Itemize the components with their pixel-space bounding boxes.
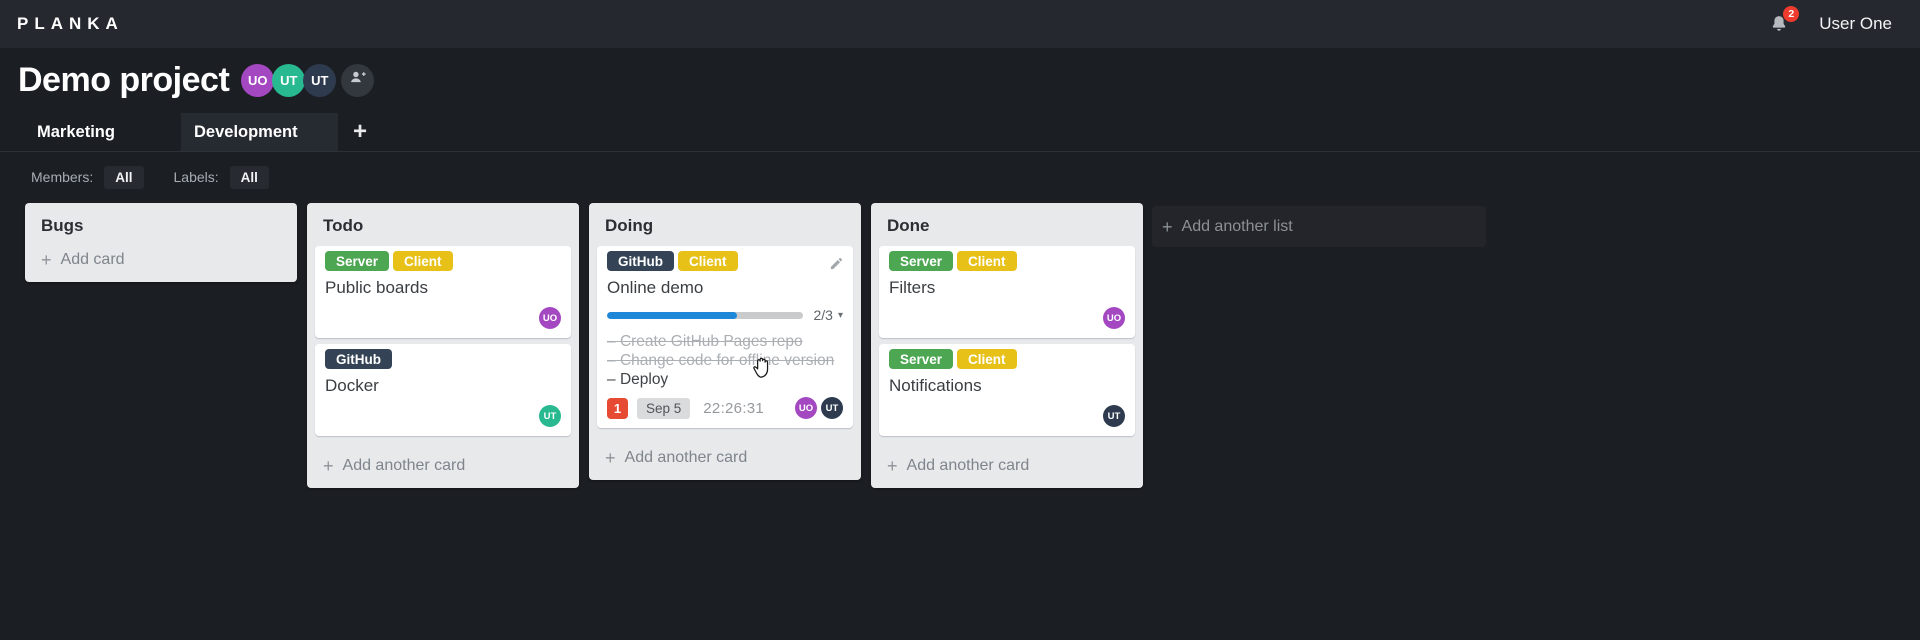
add-card-label: Add card xyxy=(60,251,125,268)
plus-icon: + xyxy=(887,456,898,476)
progress-bar xyxy=(607,311,803,319)
label-chip: GitHub xyxy=(325,349,392,369)
avatar[interactable]: UO xyxy=(241,63,275,97)
list-todo: Todo Server Client Public boards UO GitH… xyxy=(307,203,579,488)
card-title: Public boards xyxy=(325,278,429,297)
task-item: Change code for offline version xyxy=(607,351,843,370)
progress-label: 2/3 xyxy=(813,307,833,323)
notification-badge: 2 xyxy=(1783,6,1800,22)
avatar[interactable]: UT xyxy=(272,63,306,97)
list-name[interactable]: Done xyxy=(887,216,930,235)
label-chip: Client xyxy=(393,251,453,271)
list-done: Done Server Client Filters UO Server Cli… xyxy=(871,203,1143,488)
label-chip: Server xyxy=(889,251,954,271)
pencil-icon xyxy=(829,257,844,275)
card-title: Filters xyxy=(889,278,936,297)
add-list-button[interactable]: + Add another list xyxy=(1152,206,1486,247)
card-title: Notifications xyxy=(889,376,982,395)
add-card-label: Add another card xyxy=(624,449,748,466)
task-item: Deploy xyxy=(607,370,843,389)
add-board-button[interactable]: + xyxy=(338,113,382,151)
labels-filter-value[interactable]: All xyxy=(229,165,269,189)
card-filters[interactable]: Server Client Filters UO xyxy=(879,246,1135,338)
project-header: Demo project UO UT UT xyxy=(0,48,1920,112)
edit-card-button[interactable] xyxy=(829,256,844,271)
label-chip: GitHub xyxy=(607,251,674,271)
label-chip: Server xyxy=(325,251,390,271)
add-list-label: Add another list xyxy=(1181,217,1293,235)
members-filter-value[interactable]: All xyxy=(104,165,144,189)
label-chip: Client xyxy=(957,251,1017,271)
card-notification-badge: 1 xyxy=(607,397,628,419)
list-doing: Doing GitHub Client Online demo 2/3 xyxy=(589,203,861,480)
filter-bar: Members: All Labels: All xyxy=(0,153,269,201)
avatar[interactable]: UT xyxy=(303,63,337,97)
project-members: UO UT UT xyxy=(241,63,375,97)
due-date-badge: Sep 5 xyxy=(637,397,691,419)
card-title: Docker xyxy=(325,376,379,395)
task-list: Create GitHub Pages repo Change code for… xyxy=(607,332,843,389)
add-card-button[interactable]: + Add another card xyxy=(589,434,861,480)
card-docker[interactable]: GitHub Docker UT xyxy=(315,344,571,436)
board-tabs: Marketing Development + xyxy=(0,113,1920,152)
plus-icon: + xyxy=(352,118,367,145)
planka-logo[interactable]: PLANKA xyxy=(17,14,124,33)
user-menu[interactable]: User One xyxy=(1819,14,1892,33)
board: Bugs + Add card Todo Server Client Publi… xyxy=(25,203,1143,488)
card-online-demo[interactable]: GitHub Client Online demo 2/3 ▾ xyxy=(597,246,853,428)
label-chip: Client xyxy=(678,251,738,271)
label-chip: Server xyxy=(889,349,954,369)
project-title[interactable]: Demo project xyxy=(18,60,230,99)
plus-icon: + xyxy=(1162,216,1173,237)
avatar: UO xyxy=(539,307,561,329)
task-item: Create GitHub Pages repo xyxy=(607,332,843,351)
add-card-button[interactable]: + Add card xyxy=(25,236,297,282)
progress-fill xyxy=(607,311,738,319)
members-filter-label: Members: xyxy=(31,169,94,185)
tab-label: Marketing xyxy=(37,122,115,141)
add-card-label: Add another card xyxy=(342,457,466,474)
tab-development[interactable]: Development xyxy=(181,113,338,151)
topbar-right: 2 User One xyxy=(1769,6,1892,34)
list-name[interactable]: Doing xyxy=(605,216,654,235)
labels-filter-label: Labels: xyxy=(173,169,219,185)
add-card-button[interactable]: + Add another card xyxy=(307,442,579,488)
notifications-button[interactable]: 2 xyxy=(1769,6,1800,34)
avatar: UO xyxy=(1103,307,1125,329)
avatar: UT xyxy=(539,405,561,427)
plus-icon: + xyxy=(41,250,52,270)
card-title: Online demo xyxy=(607,278,704,297)
list-bugs: Bugs + Add card xyxy=(25,203,297,282)
timer-badge: 22:26:31 xyxy=(703,399,765,417)
add-card-button[interactable]: + Add another card xyxy=(871,442,1143,488)
plus-icon: + xyxy=(323,456,334,476)
top-bar: PLANKA 2 User One xyxy=(0,0,1920,48)
card-public-boards[interactable]: Server Client Public boards UO xyxy=(315,246,571,338)
avatar: UT xyxy=(1103,405,1125,427)
plus-icon: + xyxy=(605,448,616,468)
list-name[interactable]: Bugs xyxy=(41,216,84,235)
add-member-button[interactable] xyxy=(341,63,375,97)
person-add-icon xyxy=(348,68,367,92)
bell-icon xyxy=(1769,16,1789,38)
avatar: UT xyxy=(821,397,843,419)
add-card-label: Add another card xyxy=(906,457,1030,474)
avatar: UO xyxy=(795,397,817,419)
list-name[interactable]: Todo xyxy=(323,216,364,235)
chevron-down-icon: ▾ xyxy=(837,309,843,321)
tasks-progress[interactable]: 2/3 ▾ xyxy=(607,307,843,323)
label-chip: Client xyxy=(957,349,1017,369)
tab-label: Development xyxy=(194,122,298,141)
card-notifications[interactable]: Server Client Notifications UT xyxy=(879,344,1135,436)
tab-marketing[interactable]: Marketing xyxy=(24,113,181,151)
